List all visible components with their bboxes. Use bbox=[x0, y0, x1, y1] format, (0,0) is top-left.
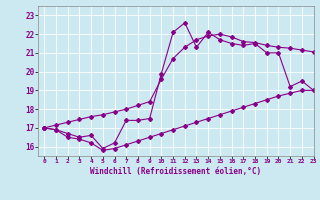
X-axis label: Windchill (Refroidissement éolien,°C): Windchill (Refroidissement éolien,°C) bbox=[91, 167, 261, 176]
